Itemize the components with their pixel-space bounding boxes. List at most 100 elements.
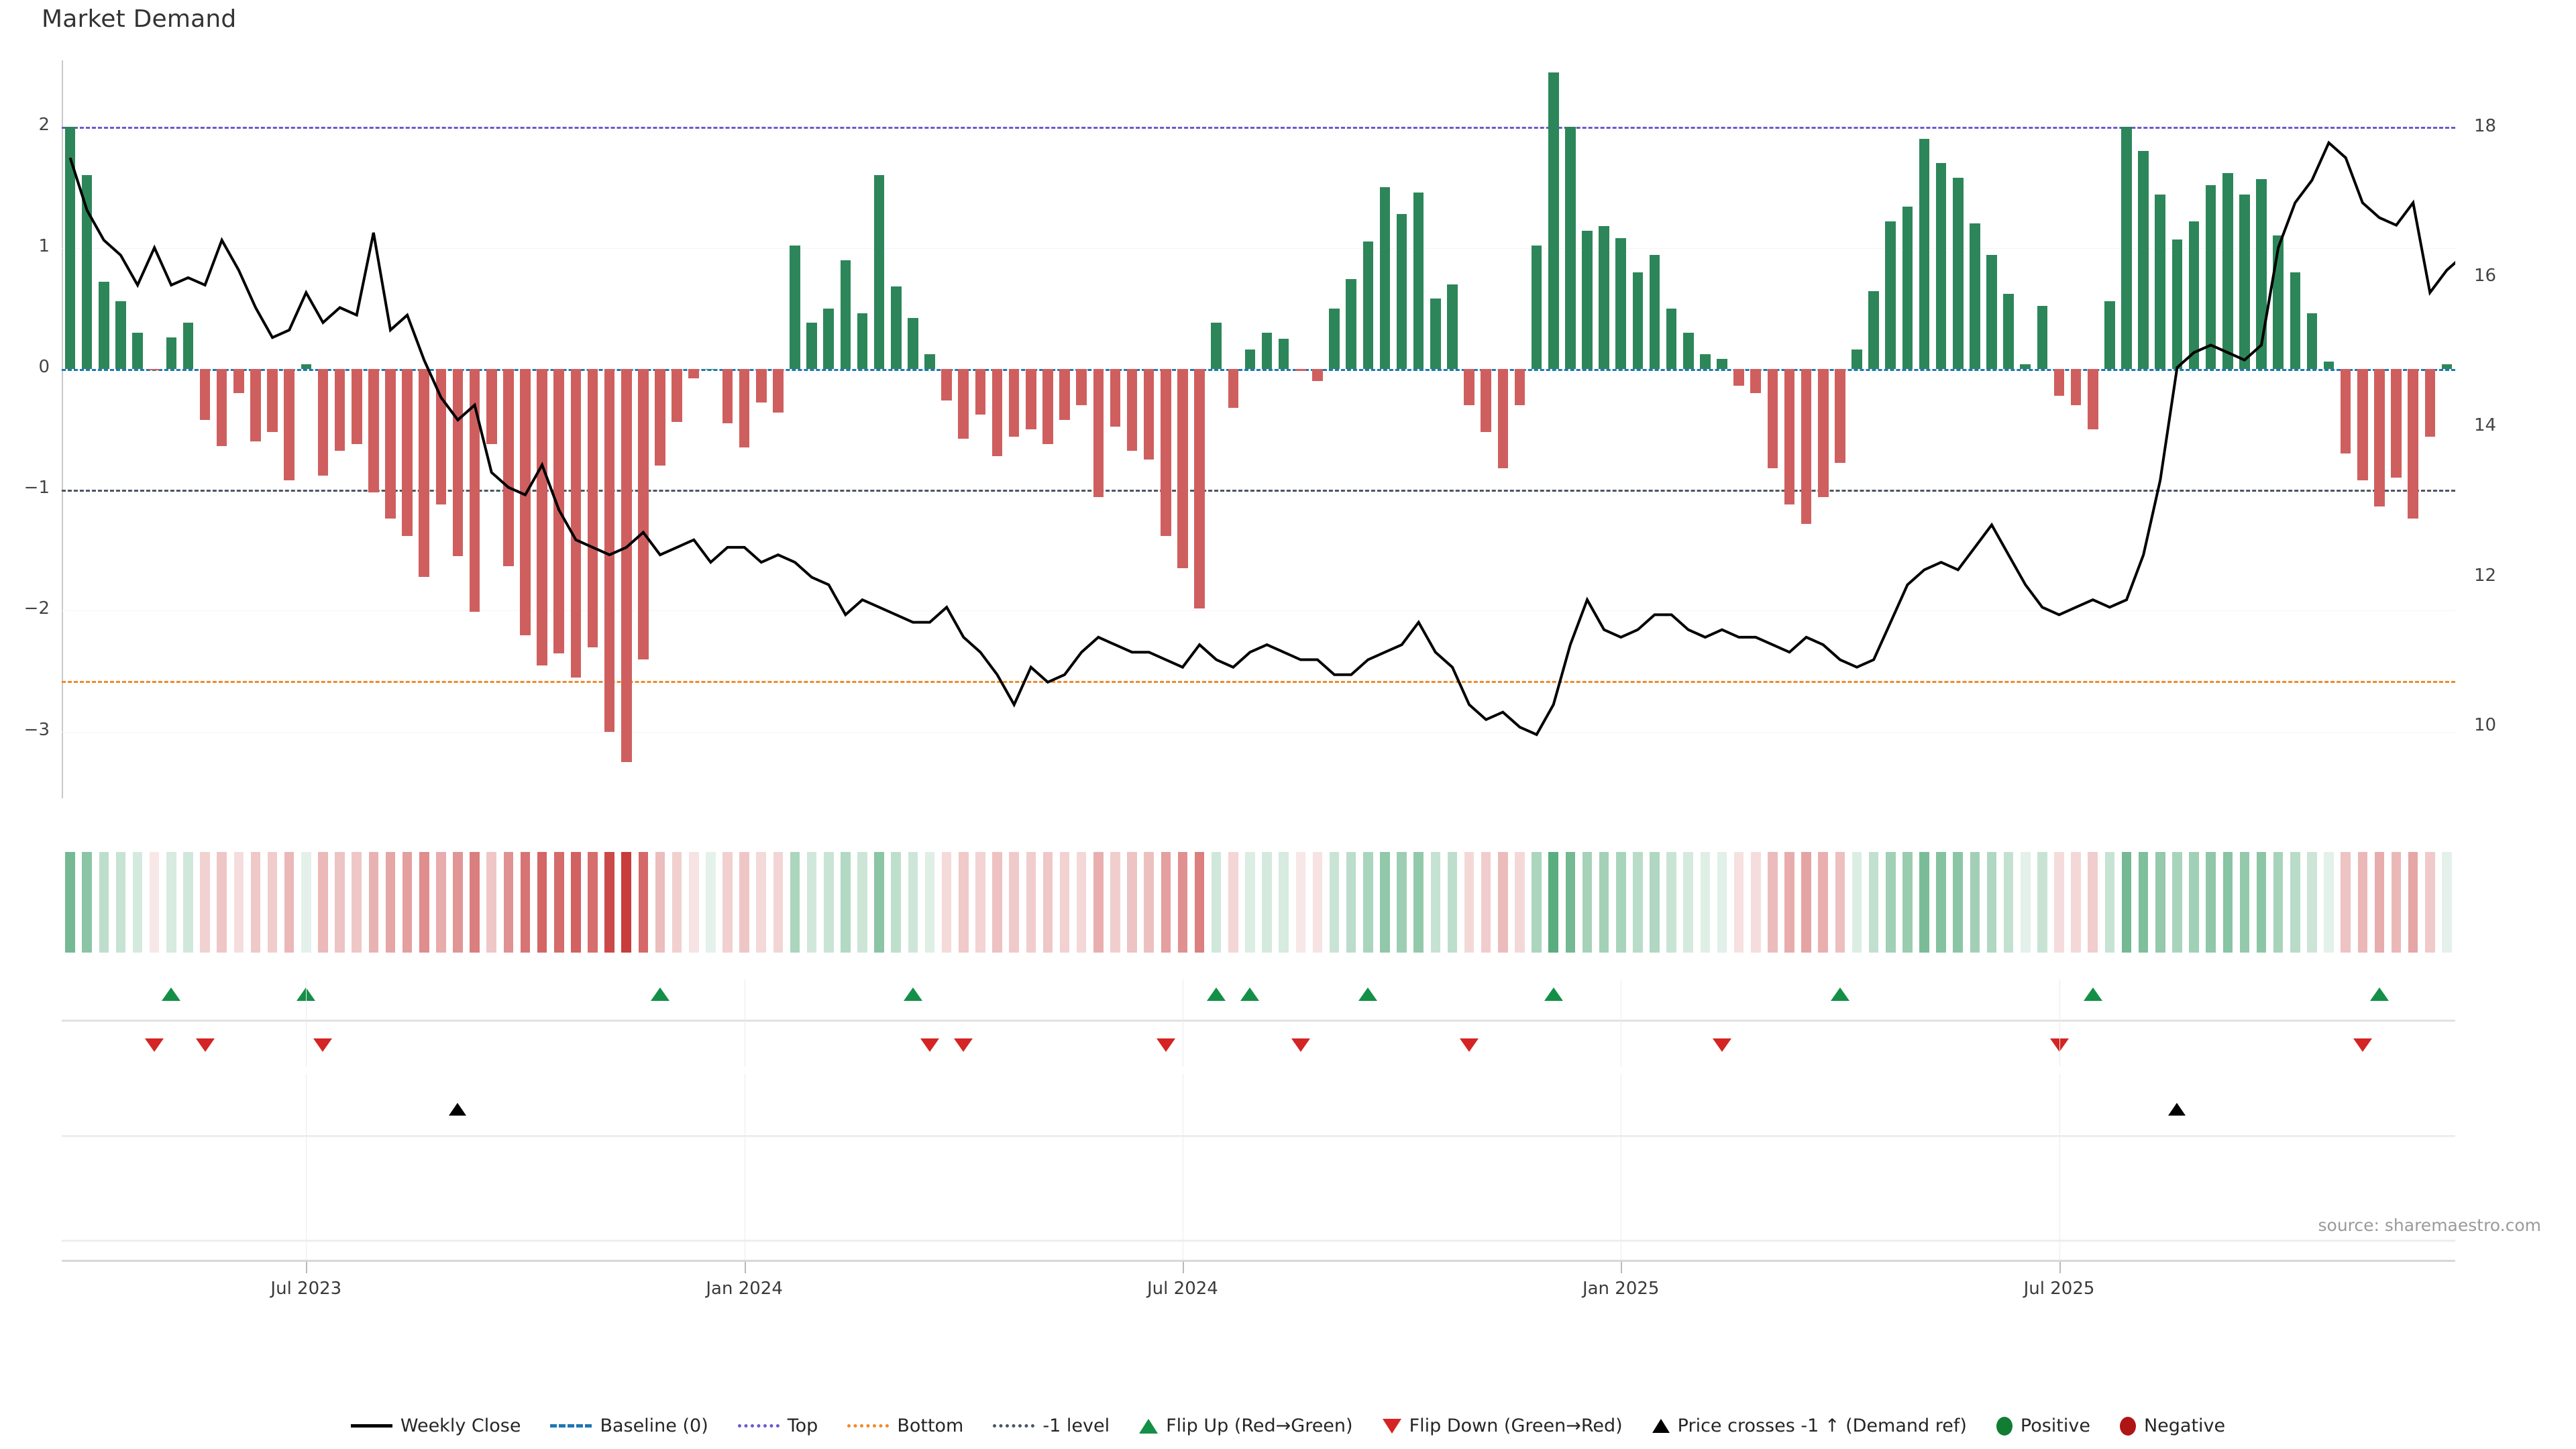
- heatmap-cell: [2374, 852, 2385, 953]
- demand-bar: [1497, 368, 1509, 468]
- heatmap-cell: [2324, 852, 2334, 953]
- y-axis-tick-label: 2: [38, 115, 50, 136]
- heatmap-cell: [2020, 852, 2031, 953]
- demand-bar: [166, 337, 177, 369]
- demand-bar: [1851, 349, 1862, 369]
- heatmap-cell: [1076, 852, 1087, 953]
- heatmap-cell: [2239, 852, 2250, 953]
- heatmap-cell: [1363, 852, 1373, 953]
- demand-bar: [2222, 172, 2233, 369]
- demand-bar: [1076, 368, 1087, 405]
- demand-bar: [2070, 368, 2082, 405]
- demand-bar: [99, 282, 109, 369]
- flip-up-marker: [1544, 987, 1563, 1001]
- legend-item[interactable]: Price crosses -1 ↑ (Demand ref): [1652, 1415, 1967, 1436]
- demand-bar: [2155, 195, 2166, 369]
- demand-bar: [1599, 226, 1609, 369]
- heatmap-cell: [1245, 852, 1255, 953]
- demand-bar: [1582, 231, 1593, 369]
- cross-row-divider: [62, 1240, 2455, 1242]
- legend-item[interactable]: Positive: [1996, 1415, 2090, 1436]
- legend-item[interactable]: Weekly Close: [350, 1415, 521, 1436]
- dot-purple-icon: [737, 1424, 780, 1428]
- legend-item[interactable]: Baseline (0): [550, 1415, 708, 1436]
- baseline-reference-line: [62, 368, 2455, 371]
- demand-bar: [1565, 127, 1576, 369]
- heatmap-cell: [2256, 852, 2267, 953]
- heatmap-cell: [1768, 852, 1778, 953]
- demand-bar: [1632, 272, 1644, 369]
- legend-item[interactable]: Flip Up (Red→Green): [1139, 1415, 1353, 1436]
- demand-bar: [1261, 332, 1273, 369]
- heatmap-cell: [250, 852, 261, 953]
- demand-bar: [149, 368, 160, 370]
- heatmap-cell: [1953, 852, 1964, 953]
- legend-item[interactable]: -1 level: [993, 1415, 1110, 1436]
- legend-item[interactable]: Bottom: [847, 1415, 963, 1436]
- demand-bar: [1362, 241, 1374, 369]
- demand-bar: [402, 368, 413, 536]
- legend-item[interactable]: Top: [737, 1415, 818, 1436]
- dot-grey-icon: [993, 1424, 1035, 1428]
- flip-down-marker: [1291, 1038, 1310, 1052]
- y2-axis-tick-label: 16: [2474, 265, 2497, 286]
- demand-bar: [1379, 187, 1391, 369]
- demand-bar: [267, 368, 278, 432]
- heatmap-cell: [891, 852, 902, 953]
- demand-bar: [924, 354, 935, 369]
- flip-up-marker: [903, 987, 922, 1001]
- demand-bar: [1986, 255, 1997, 369]
- heatmap-cell: [1801, 852, 1811, 953]
- heatmap-cell: [520, 852, 531, 953]
- flip-down-marker: [313, 1038, 333, 1052]
- y-axis-tick-label: 1: [38, 235, 50, 256]
- demand-bar: [2003, 294, 2014, 369]
- heatmap-cell: [1936, 852, 1946, 953]
- panel-vertical-tick: [306, 979, 307, 1067]
- legend-item[interactable]: Flip Down (Green→Red): [1382, 1415, 1623, 1436]
- legend-item-label: Top: [787, 1415, 818, 1436]
- demand-bar: [1649, 255, 1660, 369]
- heatmap-cell: [1650, 852, 1660, 953]
- main-plot-area: 210−1−2−31816141210Market DemandWeekly C…: [24, 60, 2496, 798]
- heatmap-cell: [2189, 852, 2199, 953]
- heatmap-cell: [267, 852, 278, 953]
- demand-bar: [64, 127, 76, 369]
- heatmap-cell: [537, 852, 547, 953]
- demand-bar: [537, 368, 547, 665]
- heatmap-cell: [2138, 852, 2149, 953]
- heatmap-cell: [958, 852, 969, 953]
- legend-item[interactable]: Negative: [2119, 1415, 2225, 1436]
- heatmap-cell: [706, 852, 716, 953]
- flip-down-marker: [1712, 1038, 1731, 1052]
- cross-row-divider: [62, 1135, 2455, 1137]
- weekly-close-line-svg: [68, 140, 2455, 737]
- heatmap-cell: [436, 852, 446, 953]
- heatmap-cell: [2054, 852, 2064, 953]
- demand-bar: [1110, 368, 1121, 427]
- demand-bar: [840, 260, 851, 369]
- demand-bar: [991, 368, 1003, 456]
- x-axis-tick: [744, 1261, 746, 1273]
- heatmap-cell: [773, 852, 784, 953]
- heatmap-cell: [857, 852, 867, 953]
- heatmap-cell: [1970, 852, 1980, 953]
- heatmap-cell: [1615, 852, 1626, 953]
- demand-bar: [1126, 368, 1138, 451]
- price-cross-marker: [2168, 1103, 2186, 1116]
- heatmap-cell: [874, 852, 884, 953]
- heatmap-cell: [1818, 852, 1829, 953]
- demand-bar: [1531, 245, 1542, 369]
- demand-bar: [621, 368, 632, 762]
- heatmap-cell: [2408, 852, 2418, 953]
- heatmap-cell: [739, 852, 749, 953]
- heatmap-cell: [65, 852, 75, 953]
- heatmap-cell: [1110, 852, 1120, 953]
- heatmap-cell: [2273, 852, 2284, 953]
- demand-bar: [722, 368, 733, 423]
- demand-bar: [1733, 368, 1744, 386]
- demand-bar: [1295, 368, 1306, 372]
- heatmap-cell: [1633, 852, 1643, 953]
- heatmap-cell: [975, 852, 985, 953]
- heatmap-cell: [1565, 852, 1576, 953]
